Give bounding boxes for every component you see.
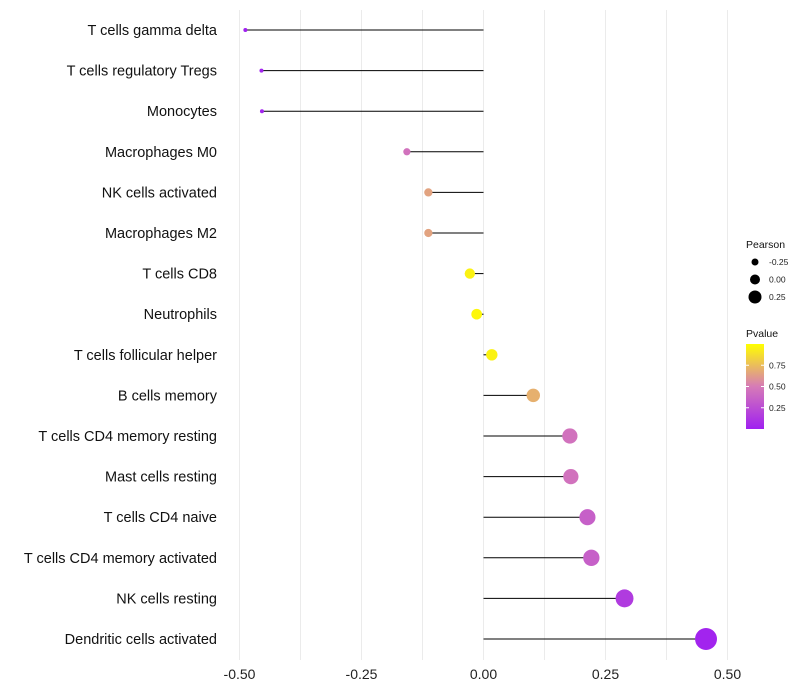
legend-color-title: Pvalue — [746, 328, 778, 340]
legend-size-items: -0.25 0.00 0.25 — [748, 257, 789, 304]
legend-color-ticks: 0.75 0.50 0.25 — [746, 360, 786, 413]
category-label: T cells follicular helper — [74, 348, 217, 364]
category-label: T cells CD4 naive — [104, 510, 217, 526]
lollipop-point — [471, 308, 482, 320]
category-label: T cells CD4 memory activated — [24, 551, 217, 567]
grid-lines — [239, 10, 728, 660]
legend-color-label: 0.25 — [769, 403, 786, 413]
legend-size-label: 0.25 — [769, 292, 786, 302]
lollipop-point — [464, 268, 475, 279]
category-label: Macrophages M0 — [105, 145, 217, 161]
lollipop-point — [563, 468, 579, 485]
legend-size-dot — [750, 274, 760, 285]
lollipop-points — [243, 28, 717, 650]
lollipop-point — [259, 68, 264, 73]
legend-size-title: Pearson — [746, 239, 785, 251]
lollipop-point — [526, 388, 540, 403]
lollipop-point — [615, 589, 634, 608]
lollipop-point — [583, 549, 600, 566]
legend-size-dot — [748, 290, 762, 304]
lollipop-point — [403, 148, 411, 156]
lollipop-point — [695, 628, 717, 650]
lollipop-point — [259, 109, 264, 114]
category-label: NK cells activated — [102, 185, 217, 201]
lollipop-point — [486, 349, 498, 361]
legend-colorbar — [746, 344, 764, 429]
legend-color-label: 0.75 — [769, 360, 786, 370]
x-tick-label: 0.25 — [592, 666, 619, 682]
lollipop-stems — [245, 29, 707, 640]
category-label: T cells CD4 memory resting — [38, 429, 217, 445]
x-axis-tick-labels: -0.50 -0.25 0.00 0.25 0.50 — [224, 666, 742, 682]
x-tick-label: -0.50 — [224, 666, 256, 682]
x-tick-label: 0.50 — [714, 666, 741, 682]
category-label: Macrophages M2 — [105, 226, 217, 242]
category-label: Mast cells resting — [105, 470, 217, 486]
legend-size-dot — [751, 258, 759, 266]
category-label: T cells regulatory Tregs — [67, 64, 217, 80]
category-label: T cells CD8 — [142, 267, 217, 283]
x-tick-label: 0.00 — [470, 666, 497, 682]
category-labels: T cells gamma delta T cells regulatory Tr… — [24, 23, 218, 648]
category-label: NK cells resting — [116, 591, 217, 607]
legend-size-label: 0.00 — [769, 275, 786, 285]
category-label: Monocytes — [147, 104, 217, 120]
lollipop-point — [424, 188, 433, 197]
category-label: B cells memory — [118, 388, 218, 404]
lollipop-point — [562, 428, 578, 444]
category-label: Dendritic cells activated — [65, 632, 217, 648]
x-tick-label: -0.25 — [346, 666, 378, 682]
lollipop-point — [579, 509, 596, 526]
legend: Pearson -0.25 0.00 0.25 Pvalue 0.75 0.50 0.2… — [746, 239, 789, 429]
lollipop-point — [243, 28, 248, 32]
category-label: T cells gamma delta — [88, 23, 218, 39]
legend-color-label: 0.50 — [769, 382, 786, 392]
category-label: Neutrophils — [144, 307, 217, 323]
legend-size-label: -0.25 — [769, 257, 789, 267]
lollipop-point — [424, 228, 433, 238]
